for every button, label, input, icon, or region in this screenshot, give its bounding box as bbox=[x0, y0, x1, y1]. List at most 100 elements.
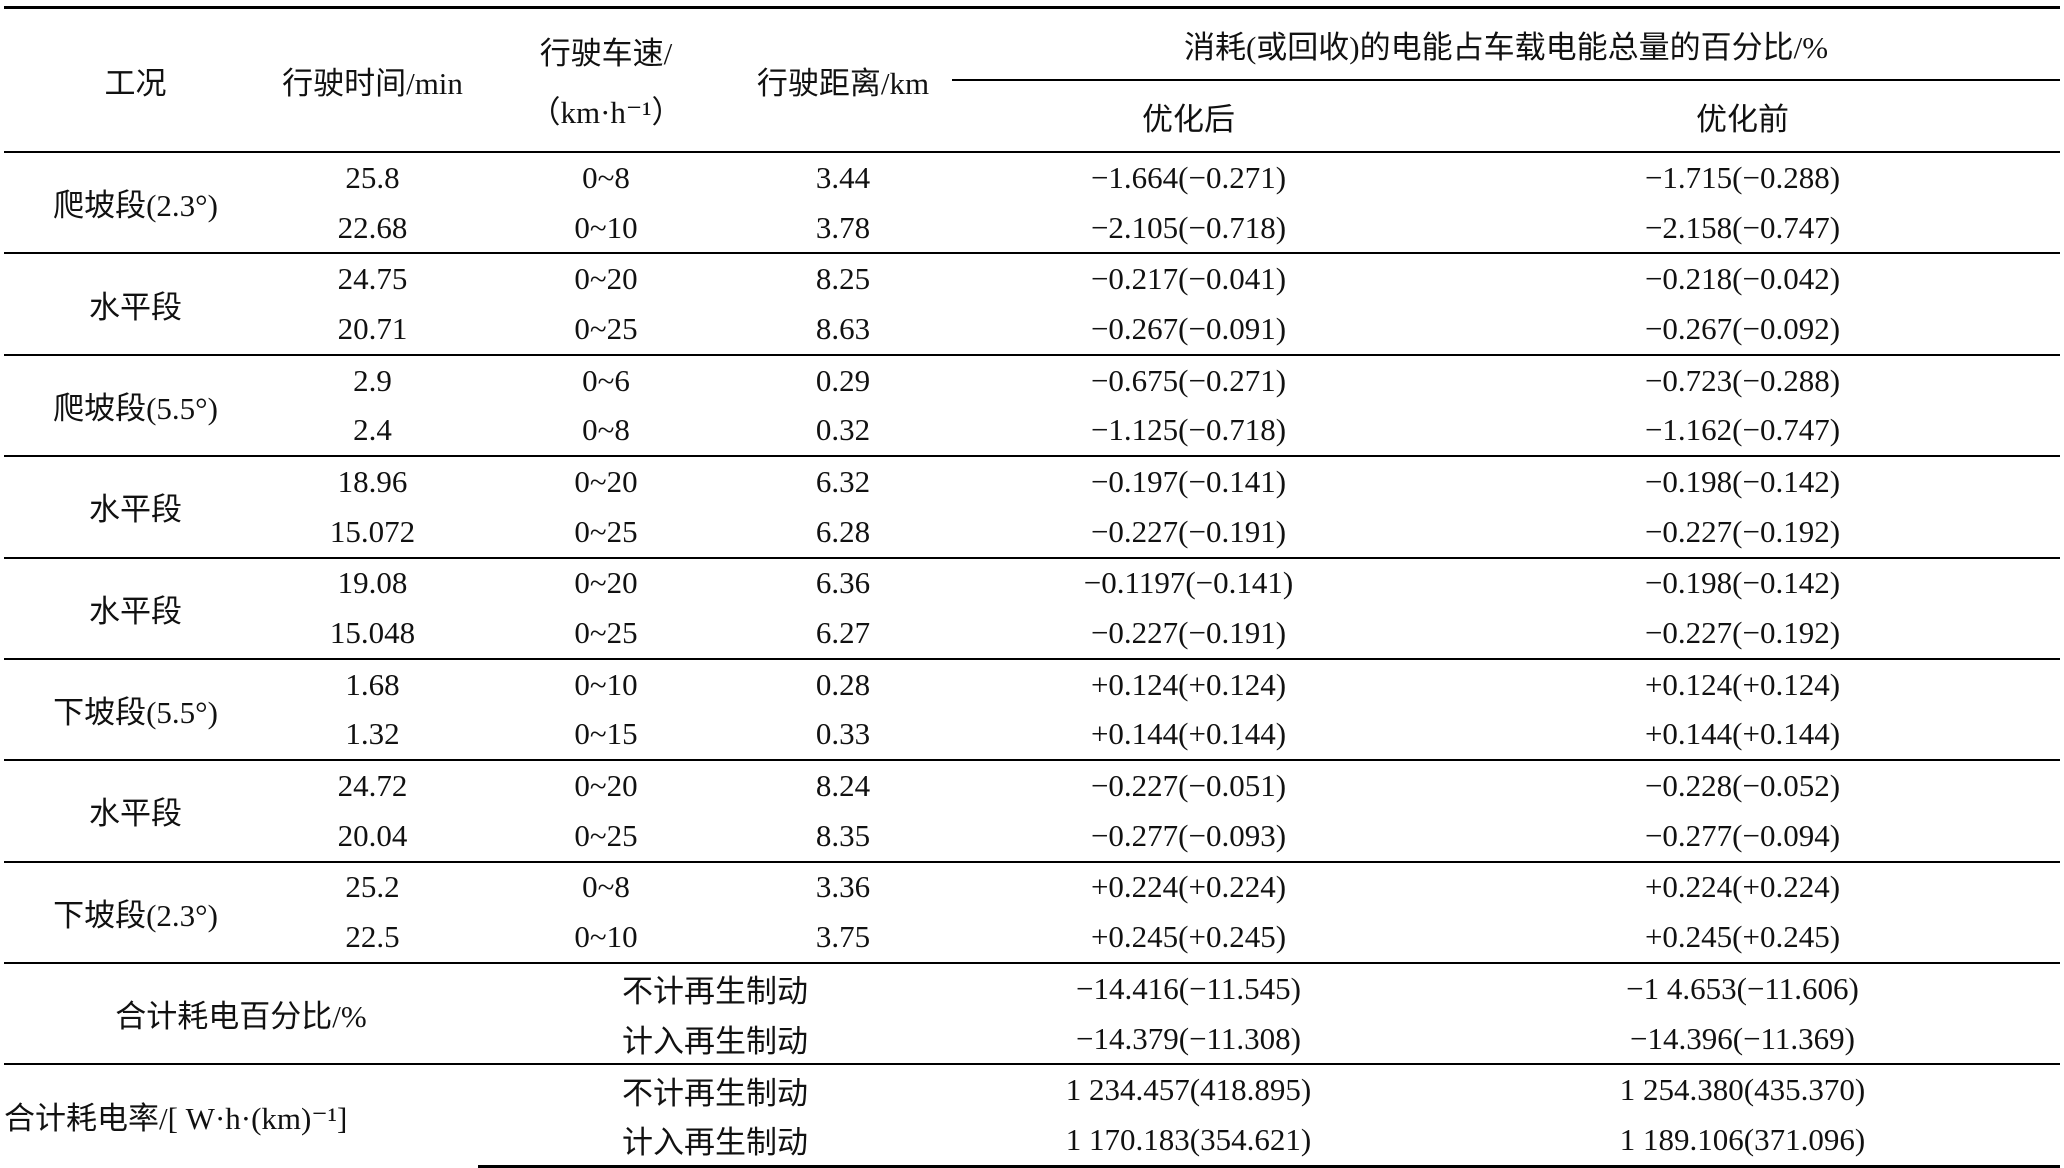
value-cell: 0~8 bbox=[478, 151, 734, 203]
value-cell: 0~8 bbox=[478, 860, 734, 913]
value-cell: +0.144(+0.144) bbox=[1090, 716, 1287, 752]
value-cell: −0.1197(−0.141) bbox=[952, 556, 1425, 609]
value-cell: 6.32 bbox=[734, 455, 952, 507]
value-cell: +0.245(+0.245) bbox=[1090, 919, 1287, 955]
value-cell: 0.32 bbox=[815, 412, 871, 448]
value-cell: 20.71 bbox=[337, 310, 408, 346]
table-row: 1.32 0~15 0.33 +0.144(+0.144) +0.144(+0.144) bbox=[4, 710, 2060, 761]
value-cell: 0~25 bbox=[574, 817, 638, 853]
value-cell: −0.227(−0.192) bbox=[1644, 615, 1841, 651]
value-cell: −0.267(−0.091) bbox=[1090, 310, 1287, 346]
value-cell: 24.72 bbox=[267, 759, 478, 811]
value-cell: 0.28 bbox=[734, 657, 952, 710]
value-cell: 8.25 bbox=[734, 252, 952, 305]
value-cell: −0.198(−0.142) bbox=[1425, 556, 2060, 609]
value-cell: −1.162(−0.747) bbox=[1644, 412, 1841, 448]
condition-cell: 水平段 bbox=[4, 759, 267, 862]
value-cell: 3.78 bbox=[815, 209, 871, 245]
value-cell: 0~25 bbox=[574, 615, 638, 651]
table-row: 爬坡段(2.3°) 25.8 0~8 3.44 −1.664(−0.271) −1.715… bbox=[4, 150, 2060, 254]
condition-cell: 爬坡段(2.3°) bbox=[4, 150, 267, 254]
header-cell: 行驶距离/km bbox=[734, 6, 952, 152]
value-cell: 8.63 bbox=[815, 310, 871, 346]
value-cell: 20.04 bbox=[337, 817, 408, 853]
value-cell: −0.227(−0.191) bbox=[1090, 615, 1287, 651]
value-cell: −0.277(−0.094) bbox=[1644, 817, 1841, 853]
value-cell: 15.048 bbox=[329, 615, 416, 651]
condition-cell: 水平段 bbox=[4, 455, 267, 558]
condition-cell: 下坡段(5.5°) bbox=[4, 657, 267, 761]
header-line: 行驶车速/ bbox=[539, 36, 673, 71]
value-cell: −14.396(−11.369) bbox=[1630, 1020, 1855, 1056]
value-cell: −0.723(−0.288) bbox=[1425, 353, 2060, 406]
total-label: 合计耗电百分比/% bbox=[4, 961, 478, 1065]
group-header: 消耗(或回收)的电能占车载电能总量的百分比/% bbox=[952, 6, 2060, 81]
value-cell: 0~25 bbox=[574, 513, 638, 549]
value-cell: 1.32 bbox=[345, 716, 400, 752]
condition-cell: 水平段 bbox=[4, 252, 267, 355]
value-cell: −2.105(−0.718) bbox=[1090, 209, 1287, 245]
value-cell: −1.125(−0.718) bbox=[1090, 412, 1287, 448]
value-cell: +0.224(+0.224) bbox=[952, 860, 1425, 913]
value-cell: 25.2 bbox=[267, 860, 478, 913]
value-cell: 0~10 bbox=[574, 209, 638, 245]
value-cell: −0.227(−0.191) bbox=[1090, 513, 1287, 549]
value-cell: −0.218(−0.042) bbox=[1425, 252, 2060, 305]
value-cell: 0~15 bbox=[574, 716, 638, 752]
value-cell: 2.9 bbox=[267, 353, 478, 406]
header-cell: 行驶时间/min bbox=[267, 6, 478, 152]
value-cell: 8.24 bbox=[734, 759, 952, 811]
value-cell: −1 4.653(−11.606) bbox=[1425, 962, 2060, 1014]
value-cell: 22.5 bbox=[345, 919, 400, 955]
value-cell: 19.08 bbox=[267, 556, 478, 609]
value-cell: 1 170.183(354.621) bbox=[952, 1115, 1425, 1168]
method-cell: 计入再生制动 bbox=[478, 1115, 952, 1168]
value-cell: −1.664(−0.271) bbox=[952, 151, 1425, 203]
value-cell: 18.96 bbox=[267, 455, 478, 507]
value-cell: 0~6 bbox=[478, 353, 734, 406]
table-row: 20.71 0~25 8.63 −0.267(−0.091) −0.267(−0.092… bbox=[4, 304, 2060, 355]
value-cell: 22.68 bbox=[337, 209, 408, 245]
condition-cell: 水平段 bbox=[4, 556, 267, 659]
value-cell: −0.227(−0.051) bbox=[952, 759, 1425, 811]
method-cell: 计入再生制动 bbox=[622, 1024, 808, 1060]
table-row: 水平段 24.72 0~20 8.24 −0.227(−0.051) −0.228(−0.… bbox=[4, 759, 2060, 862]
value-cell: 0~10 bbox=[478, 657, 734, 710]
data-table: 工况 行驶时间/min 行驶车速/ （km·h⁻¹） 行驶距离/km 消耗(或回收… bbox=[4, 6, 2060, 1168]
header-line: （km·h⁻¹） bbox=[529, 95, 683, 130]
value-cell: −0.267(−0.092) bbox=[1644, 310, 1841, 346]
value-cell: 24.75 bbox=[267, 252, 478, 305]
condition-cell: 下坡段(2.3°) bbox=[4, 860, 267, 963]
table-row: 15.072 0~25 6.28 −0.227(−0.191) −0.227(−0.19… bbox=[4, 507, 2060, 558]
value-cell: 0~20 bbox=[478, 556, 734, 609]
value-cell: +0.124(+0.124) bbox=[1425, 657, 2060, 710]
value-cell: 0~10 bbox=[574, 919, 638, 955]
value-cell: +0.144(+0.144) bbox=[1644, 716, 1841, 752]
table-row: 下坡段(5.5°) 1.68 0~10 0.28 +0.124(+0.124) +0.12… bbox=[4, 657, 2060, 761]
value-cell: 0~25 bbox=[574, 310, 638, 346]
value-cell: −0.228(−0.052) bbox=[1425, 759, 2060, 811]
value-cell: 8.35 bbox=[815, 817, 871, 853]
value-cell: 3.44 bbox=[734, 151, 952, 203]
value-cell: −0.227(−0.192) bbox=[1644, 513, 1841, 549]
condition-cell: 爬坡段(5.5°) bbox=[4, 353, 267, 457]
value-cell: 6.27 bbox=[815, 615, 871, 651]
value-cell: 0~20 bbox=[478, 252, 734, 305]
table-row: 水平段 24.75 0~20 8.25 −0.217(−0.041) −0.218(−0.… bbox=[4, 252, 2060, 355]
table-row: 2.4 0~8 0.32 −1.125(−0.718) −1.162(−0.747) bbox=[4, 405, 2060, 456]
value-cell: 0~8 bbox=[582, 412, 630, 448]
table-body: 爬坡段(2.3°) 25.8 0~8 3.44 −1.664(−0.271) −1.715… bbox=[4, 150, 2060, 1168]
value-cell: −14.416(−11.545) bbox=[952, 962, 1425, 1014]
value-cell: −0.675(−0.271) bbox=[952, 353, 1425, 406]
table-row: 合计耗电百分比/% 不计再生制动 −14.416(−11.545) −1 4.653(… bbox=[4, 961, 2060, 1065]
value-cell: 2.4 bbox=[353, 412, 392, 448]
method-cell: 不计再生制动 bbox=[478, 1063, 952, 1116]
value-cell: 0.33 bbox=[815, 716, 871, 752]
sub-header: 优化后 bbox=[952, 80, 1425, 153]
table-row: 计入再生制动 −14.379(−11.308) −14.396(−11.369) bbox=[4, 1014, 2060, 1065]
value-cell: 0~20 bbox=[478, 759, 734, 811]
value-cell: 1.68 bbox=[267, 657, 478, 710]
value-cell: 25.8 bbox=[267, 151, 478, 203]
value-cell: 1 234.457(418.895) bbox=[952, 1063, 1425, 1116]
